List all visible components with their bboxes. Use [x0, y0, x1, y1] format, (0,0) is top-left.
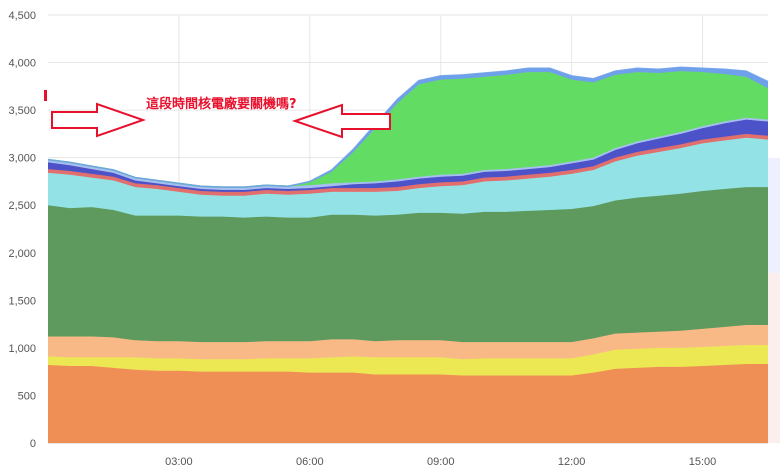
series-area-2	[48, 345, 768, 376]
series-area-10	[48, 67, 768, 188]
annotation-text: 這段時間核電廠要關機嗎?	[146, 96, 297, 112]
x-tick-label: 03:00	[165, 456, 193, 468]
y-tick-label: 4,000	[8, 58, 36, 70]
series-area-5	[48, 137, 768, 218]
x-axis-ticks: 03:00 06:00 09:00 12:00 15:00	[165, 456, 716, 468]
y-tick-label: 2,000	[8, 248, 36, 260]
y-tick-label: 1,000	[8, 343, 36, 355]
y-tick-label: 4,500	[8, 10, 36, 22]
right-band-blue	[768, 158, 780, 273]
series-area-3	[48, 325, 768, 360]
left-arrow-icon	[291, 103, 391, 139]
x-tick-label: 15:00	[689, 456, 717, 468]
y-tick-label: 3,500	[8, 105, 36, 117]
y-axis-ticks: 0 500 1,000 1,500 2,000 2,500 3,000 3,500 4,000 4…	[8, 10, 36, 450]
annotation-layer: 這段時間核電廠要關機嗎?	[44, 90, 391, 139]
series-line-10	[47, 66, 769, 188]
x-tick-label: 06:00	[296, 456, 324, 468]
series-areas	[47, 66, 769, 443]
series-area-9	[48, 71, 768, 188]
right-arrow-icon	[51, 102, 147, 138]
y-tick-label: 3,000	[8, 153, 36, 165]
y-tick-label: 2,500	[8, 200, 36, 212]
x-tick-label: 12:00	[558, 456, 586, 468]
series-area-1	[48, 364, 768, 443]
y-tick-label: 1,500	[8, 295, 36, 307]
x-tick-label: 09:00	[427, 456, 455, 468]
right-band-pink	[768, 273, 780, 443]
series-area-4	[48, 187, 768, 343]
y-tick-label: 0	[30, 438, 36, 450]
y-tick-label: 500	[18, 390, 36, 402]
background-bands	[768, 158, 780, 443]
red-marker	[44, 90, 47, 101]
